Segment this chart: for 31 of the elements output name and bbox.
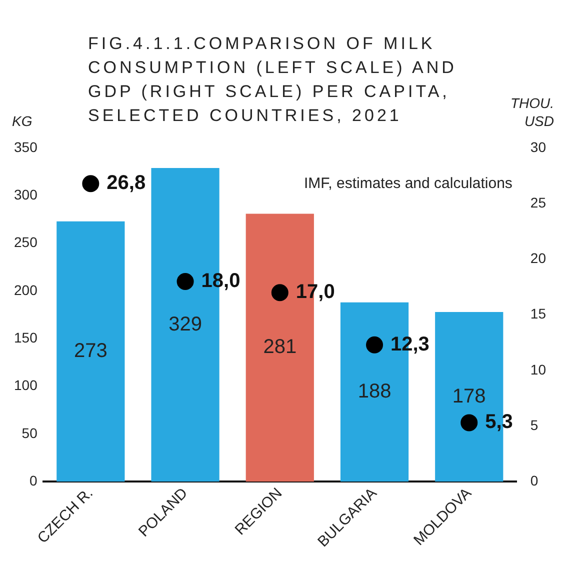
y2-tick-label: 20 <box>530 250 546 266</box>
data-label: 281 <box>263 336 297 358</box>
point <box>460 414 478 432</box>
y2-tick-label: 0 <box>530 472 538 488</box>
y2-axis-title: THOU. USD <box>510 95 554 129</box>
data-label: 26,8 <box>106 172 146 194</box>
y2-tick-label: 25 <box>530 194 546 210</box>
point <box>271 284 288 302</box>
point <box>366 336 384 354</box>
data-label: 178 <box>452 385 486 408</box>
chart-title: FIG.4.1.1.COMPARISON OF MILK CONSUMPTION (LEFT SCALE) AND GDP (RIGHT SCALE) PER CAPITA, SELECTED COUNTRIES, 2021 <box>88 33 458 127</box>
data-label: 329 <box>168 313 202 336</box>
bar <box>56 221 125 482</box>
data-label: 273 <box>74 340 108 362</box>
y2-tick-label: 30 <box>530 138 546 155</box>
y2-tick-label: 10 <box>530 361 546 378</box>
y2-tick-label: 15 <box>530 306 546 322</box>
y2-tick-label: 5 <box>530 416 538 433</box>
y-tick-label: 300 <box>14 186 38 203</box>
point <box>82 175 100 192</box>
y-tick-label: 100 <box>14 377 38 394</box>
y-axis-title: KG <box>12 113 32 129</box>
y-tick-label: 200 <box>14 282 38 298</box>
y-tick-label: 350 <box>14 138 38 155</box>
data-label: 188 <box>358 380 392 403</box>
y-tick-label: 150 <box>14 330 38 346</box>
y-tick-label: 50 <box>22 424 38 441</box>
y-tick-label: 0 <box>30 472 38 488</box>
annotation: IMF, estimates and calculations <box>304 175 512 192</box>
y-tick-label: 250 <box>14 234 38 250</box>
point <box>176 272 194 290</box>
